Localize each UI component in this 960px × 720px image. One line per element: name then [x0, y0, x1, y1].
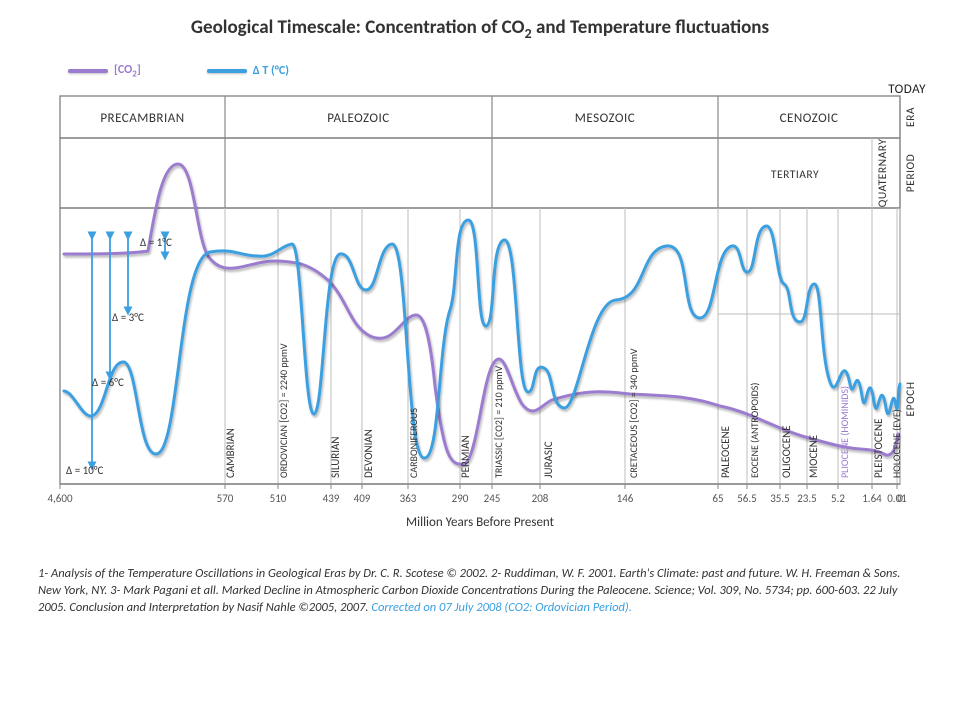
- svg-text:Δ = 10°C: Δ = 10°C: [66, 464, 104, 477]
- svg-text:0: 0: [897, 492, 903, 505]
- chart-title: Geological Timescale: Concentration of C…: [28, 16, 932, 42]
- svg-text:CENOZOIC: CENOZOIC: [780, 111, 839, 126]
- svg-text:PERIOD: PERIOD: [904, 154, 918, 192]
- svg-text:TERTIARY: TERTIARY: [771, 168, 819, 182]
- svg-text:23.5: 23.5: [797, 492, 817, 505]
- svg-text:Million Years Before Present: Million Years Before Present: [406, 515, 555, 530]
- svg-text:MIOCENE: MIOCENE: [807, 435, 820, 478]
- svg-text:ORDOVICIAN [CO2] = 2240 ppmV: ORDOVICIAN [CO2] = 2240 ppmV: [277, 343, 290, 478]
- svg-text:MESOZOIC: MESOZOIC: [575, 111, 635, 126]
- svg-text:409: 409: [354, 492, 371, 505]
- legend-label-temp: Δ T (°C): [253, 64, 289, 78]
- svg-text:Δ = 1°C: Δ = 1°C: [140, 236, 172, 249]
- svg-text:TRIASSIC [CO2] = 210 ppmV: TRIASSIC [CO2] = 210 ppmV: [492, 365, 505, 477]
- temperature-series: [64, 220, 900, 458]
- svg-text:363: 363: [400, 492, 417, 505]
- svg-text:5.2: 5.2: [831, 492, 845, 505]
- svg-text:EOCENE (ANTROPOIDS): EOCENE (ANTROPOIDS): [748, 382, 761, 477]
- svg-text:570: 570: [217, 492, 234, 505]
- svg-text:OLIGOCENE: OLIGOCENE: [780, 425, 793, 478]
- svg-text:HOLOCENE (EVE): HOLOCENE (EVE): [890, 409, 903, 478]
- svg-text:510: 510: [270, 492, 287, 505]
- svg-text:QUATERNARY: QUATERNARY: [876, 138, 890, 207]
- svg-text:65: 65: [712, 492, 723, 505]
- svg-text:290: 290: [452, 492, 469, 505]
- svg-text:EPOCH: EPOCH: [904, 381, 918, 416]
- legend: [CO2] Δ T (°C): [28, 56, 932, 86]
- legend-label-co2: [CO2]: [114, 63, 141, 79]
- correction-note: Corrected on 07 July 2008 (CO2: Ordovici…: [371, 600, 631, 615]
- legend-swatch-temp: [207, 69, 247, 73]
- svg-text:4,600: 4,600: [47, 492, 72, 505]
- svg-text:CARBONIFEROUS: CARBONIFEROUS: [407, 407, 420, 477]
- svg-text:35.5: 35.5: [770, 492, 790, 505]
- svg-text:439: 439: [323, 492, 340, 505]
- svg-text:1.64: 1.64: [862, 492, 882, 505]
- legend-swatch-co2: [68, 69, 108, 73]
- svg-text:CAMBRIAN: CAMBRIAN: [224, 428, 237, 478]
- sources-citation: 1- Analysis of the Temperature Oscillati…: [28, 566, 932, 617]
- svg-text:Δ = 3°C: Δ = 3°C: [112, 311, 144, 324]
- svg-text:PALEOZOIC: PALEOZOIC: [327, 111, 390, 126]
- svg-text:PRECAMBRIAN: PRECAMBRIAN: [100, 111, 184, 126]
- svg-text:PLEISTOCENE: PLEISTOCENE: [872, 418, 885, 477]
- svg-text:SILURIAN: SILURIAN: [329, 436, 342, 477]
- svg-text:ERA: ERA: [904, 107, 918, 127]
- svg-text:PLIOCENE (HOMINIDS): PLIOCENE (HOMINIDS): [838, 386, 851, 478]
- svg-text:JURASIC: JURASIC: [542, 441, 555, 478]
- svg-text:245: 245: [484, 492, 501, 505]
- svg-text:PALEOCENE: PALEOCENE: [719, 426, 732, 478]
- svg-text:PERMIAN: PERMIAN: [459, 435, 472, 478]
- svg-text:CRETACEOUS [CO2] = 340 ppmV: CRETACEOUS [CO2] = 340 ppmV: [627, 348, 640, 478]
- svg-text:146: 146: [617, 492, 634, 505]
- svg-text:Δ = 6°C: Δ = 6°C: [92, 376, 124, 389]
- svg-text:56.5: 56.5: [737, 492, 757, 505]
- svg-text:DEVONIAN: DEVONIAN: [362, 429, 375, 478]
- svg-text:208: 208: [532, 492, 549, 505]
- geologic-timescale-chart: PRECAMBRIAN PALEOZOIC MESOZOIC CENOZOIC ERA P…: [30, 86, 930, 546]
